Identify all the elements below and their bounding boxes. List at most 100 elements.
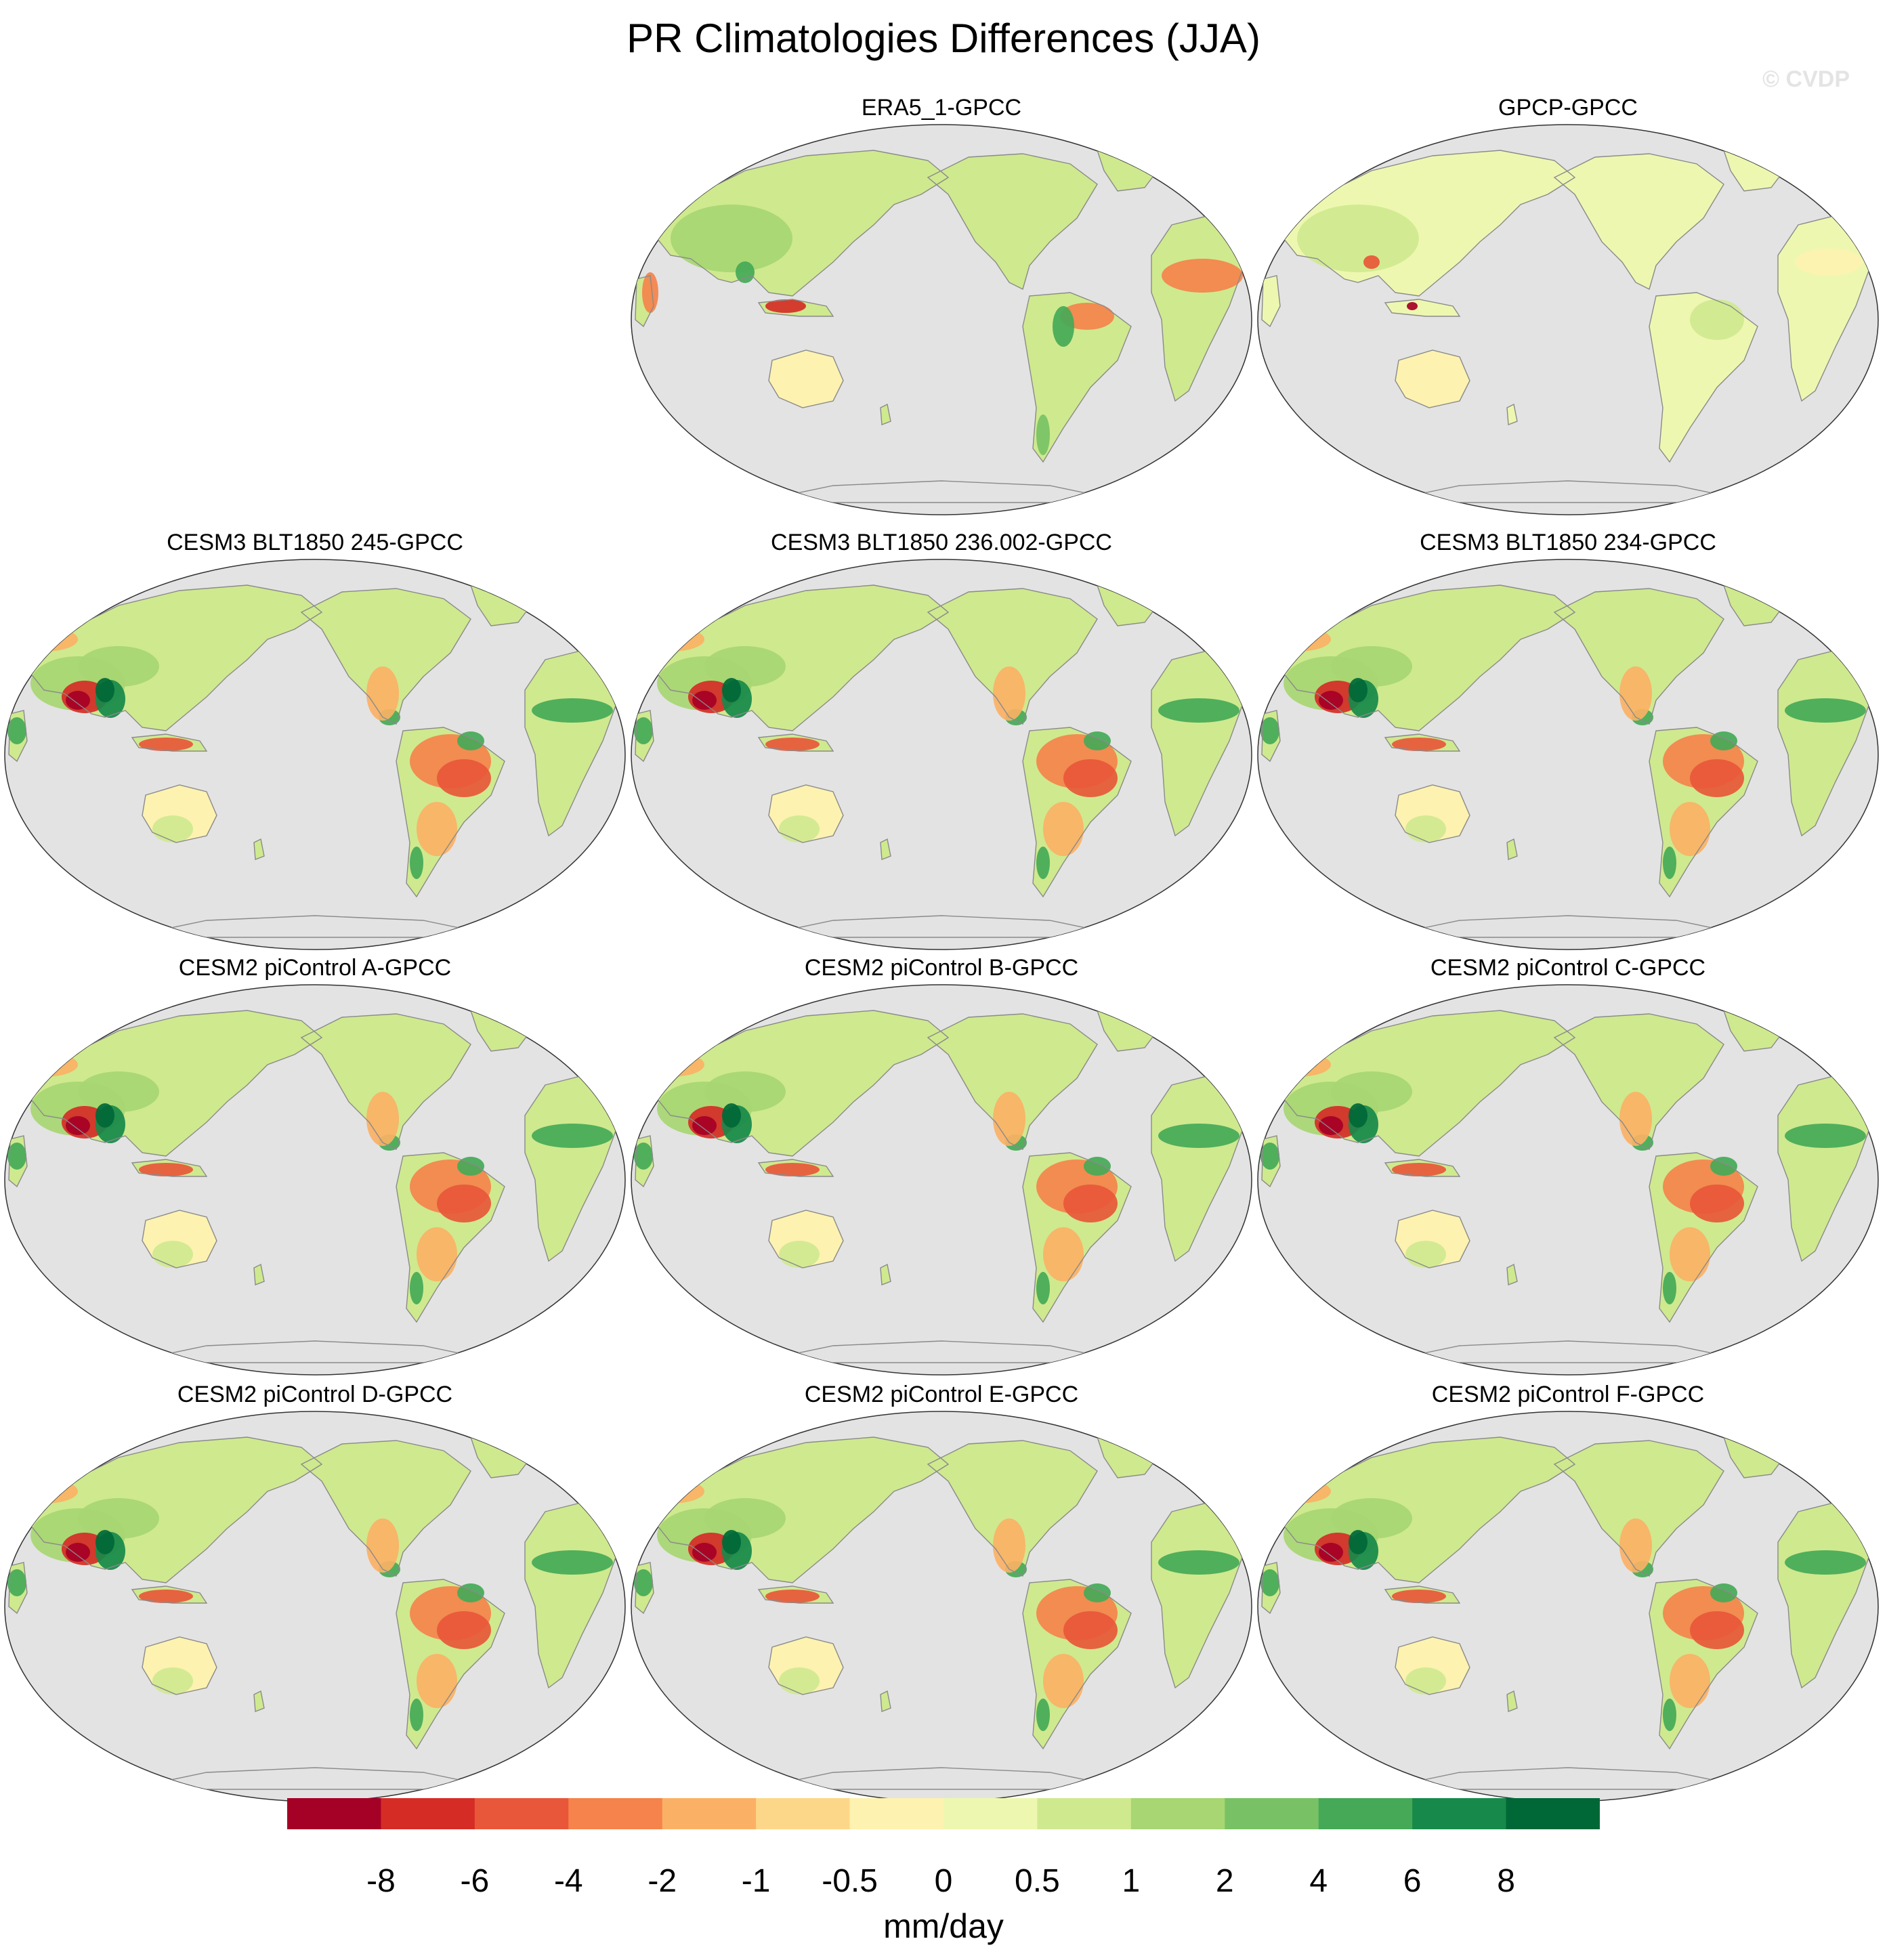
precip-anomaly [637, 1479, 704, 1504]
precip-anomaly [1363, 255, 1380, 269]
precip-anomaly [66, 1543, 90, 1562]
precip-anomaly [1319, 1116, 1343, 1135]
land-australia [769, 350, 843, 408]
precip-anomaly [10, 1479, 78, 1504]
land-africa [1778, 1075, 1869, 1261]
precip-anomaly [78, 1071, 159, 1112]
colorbar-swatch [944, 1798, 1038, 1829]
colorbar-tick-label: -0.5 [822, 1863, 878, 1899]
precip-anomaly [417, 802, 457, 856]
precip-anomaly [152, 1667, 193, 1695]
coastline-africaWest [1261, 275, 1281, 328]
precip-anomaly [96, 1103, 114, 1128]
colorbar-swatch [1318, 1798, 1413, 1829]
precip-anomaly [1331, 1498, 1412, 1539]
precip-anomaly [7, 1143, 26, 1170]
precip-anomaly [10, 627, 78, 652]
coastline-indonesia [131, 1159, 208, 1177]
coastline-newZealand [1506, 1690, 1518, 1712]
world-map [1257, 1411, 1879, 1802]
land-indonesia [1385, 299, 1460, 316]
precip-anomaly [1663, 1272, 1676, 1304]
precip-anomaly [671, 205, 792, 272]
precip-anomaly [765, 738, 820, 751]
precip-anomaly [1319, 691, 1343, 710]
coastline-northAmerica [300, 1013, 471, 1151]
precip-anomaly [1407, 302, 1418, 310]
land-africaWest [1262, 276, 1280, 326]
precip-anomaly [437, 1185, 491, 1222]
coastline-eurasia [1283, 150, 1576, 297]
map-panel: CESM3 BLT1850 236.002-GPCC [630, 530, 1253, 950]
coastline-australia [768, 349, 844, 408]
precip-anomaly [1260, 1569, 1279, 1596]
precip-anomaly [722, 1103, 741, 1128]
colorbar-swatch [1037, 1798, 1132, 1829]
coastline-australia [768, 1210, 844, 1269]
panel-title: CESM3 BLT1850 236.002-GPCC [771, 530, 1112, 555]
coastline-northAmerica [927, 588, 1098, 725]
map-panel: CESM2 piControl F-GPCC [1256, 1382, 1880, 1802]
panel-title: CESM2 piControl E-GPCC [804, 1382, 1079, 1407]
precip-anomaly [704, 646, 786, 687]
precip-anomaly [366, 1518, 399, 1573]
precip-anomaly [779, 815, 820, 843]
land-africa [1151, 1075, 1243, 1261]
land-antarctica [752, 1768, 1131, 1789]
coastline-australia [142, 1636, 217, 1695]
colorbar-tick-label: -1 [741, 1863, 771, 1899]
precip-anomaly [642, 272, 658, 313]
land-northAmerica [928, 589, 1097, 724]
precip-anomaly [765, 1163, 820, 1176]
precip-anomaly [1670, 1654, 1710, 1708]
map-panel: CESM2 piControl D-GPCC [3, 1382, 627, 1802]
coastline-indonesia [757, 299, 834, 317]
precip-anomaly [437, 1611, 491, 1649]
world-map [4, 559, 626, 950]
coastline-southAmerica [396, 1579, 505, 1750]
precip-anomaly [1710, 1583, 1737, 1602]
coastline-southAmerica [396, 727, 505, 898]
precip-anomaly [1084, 731, 1111, 750]
precip-anomaly [532, 1550, 613, 1575]
colorbar-swatch [849, 1798, 944, 1829]
precip-anomaly [779, 1667, 820, 1695]
land-africa [1151, 649, 1243, 836]
coastline-southAmerica [1649, 1579, 1758, 1750]
land-antarctica [752, 916, 1131, 937]
precip-anomaly [410, 1272, 423, 1304]
land-northAmerica [1554, 1441, 1724, 1576]
coastline-africaWest [635, 1562, 654, 1615]
precip-anomaly [437, 759, 491, 797]
coastline-eurasia [656, 1436, 950, 1583]
map-panel: CESM2 piControl B-GPCC [630, 955, 1253, 1376]
land-africa [1778, 1501, 1869, 1688]
coastline-newZealand [253, 1690, 265, 1712]
land-africa [1778, 649, 1869, 836]
precip-anomaly [1043, 802, 1084, 856]
figure-title: PR Climatologies Differences (JJA) [627, 16, 1260, 61]
colorbar-tick-label: 0.5 [1015, 1863, 1060, 1899]
precip-anomaly [704, 1498, 786, 1539]
coastline-eurasia [1283, 584, 1576, 731]
precip-anomaly [10, 1052, 78, 1077]
precip-anomaly [1158, 698, 1239, 723]
coastline-newZealand [880, 403, 891, 425]
precip-anomaly [139, 738, 193, 751]
land-northAmerica [928, 154, 1097, 289]
precip-anomaly [634, 717, 653, 744]
coastline-indonesia [757, 1585, 834, 1604]
coastline-australia [1395, 349, 1470, 408]
precip-anomaly [1690, 759, 1744, 797]
land-antarctica [1378, 916, 1758, 937]
land-northAmerica [928, 1014, 1097, 1149]
precip-anomaly [366, 666, 399, 721]
precip-anomaly [66, 691, 90, 710]
colorbar-swatch [1412, 1798, 1507, 1829]
coastline-northAmerica [300, 1440, 471, 1577]
coastline-southAmerica [1022, 727, 1132, 898]
coastline-africaWest [1261, 1562, 1281, 1615]
precip-anomaly [692, 1543, 717, 1562]
land-antarctica [752, 1341, 1131, 1363]
map-panel: CESM3 BLT1850 234-GPCC [1256, 530, 1880, 950]
